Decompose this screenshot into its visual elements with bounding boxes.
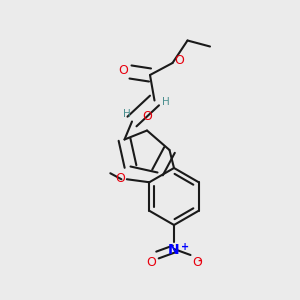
Text: O: O — [174, 53, 184, 67]
Text: N: N — [168, 243, 180, 257]
Text: -: - — [197, 256, 202, 266]
Text: H: H — [123, 109, 130, 119]
Text: O: O — [116, 172, 125, 185]
Text: H: H — [162, 97, 170, 107]
Text: O: O — [118, 64, 128, 77]
Text: O: O — [146, 256, 156, 269]
Text: +: + — [181, 242, 189, 252]
Text: O: O — [142, 110, 152, 123]
Text: O: O — [192, 256, 202, 269]
